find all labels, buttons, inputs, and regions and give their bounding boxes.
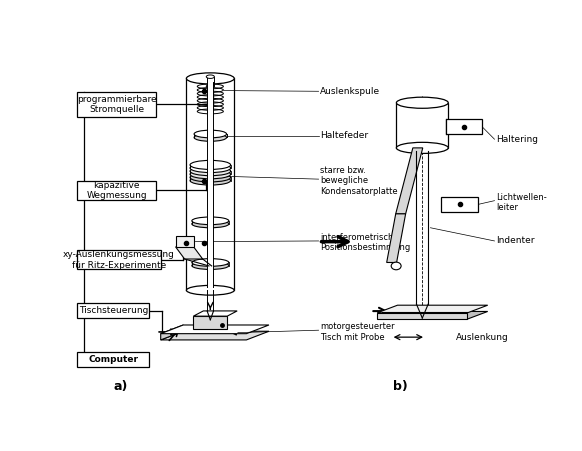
Text: programmierbare
Stromquelle: programmierbare Stromquelle: [77, 95, 157, 114]
Text: b): b): [393, 380, 408, 393]
Ellipse shape: [190, 166, 230, 175]
Polygon shape: [161, 325, 183, 340]
Polygon shape: [377, 312, 488, 319]
Bar: [442, 197, 478, 212]
Ellipse shape: [206, 85, 214, 88]
Bar: [207, 82, 214, 287]
Ellipse shape: [190, 164, 230, 173]
Bar: [77, 92, 156, 117]
Bar: [77, 304, 150, 318]
Text: motorgesteuerter
Tisch mit Probe: motorgesteuerter Tisch mit Probe: [320, 322, 395, 342]
Bar: [446, 120, 482, 134]
Ellipse shape: [190, 176, 230, 185]
Bar: [77, 250, 161, 269]
Polygon shape: [193, 311, 237, 316]
Text: starre bzw.
bewegliche
Kondensatorplatte: starre bzw. bewegliche Kondensatorplatte: [320, 166, 398, 196]
Ellipse shape: [190, 161, 230, 170]
Polygon shape: [386, 214, 406, 262]
Text: Haltefeder: Haltefeder: [320, 131, 368, 140]
Text: xy-Auslenkungsmessung
für Ritz-Experimente: xy-Auslenkungsmessung für Ritz-Experimen…: [63, 250, 175, 270]
Text: kapazitive
Wegmessung: kapazitive Wegmessung: [86, 181, 147, 200]
Polygon shape: [161, 325, 269, 334]
Ellipse shape: [194, 133, 226, 141]
Ellipse shape: [190, 170, 230, 179]
Ellipse shape: [186, 73, 234, 84]
Polygon shape: [193, 316, 227, 329]
Polygon shape: [377, 313, 467, 319]
Ellipse shape: [396, 97, 448, 108]
Ellipse shape: [192, 262, 229, 269]
Polygon shape: [377, 305, 488, 313]
Text: Haltering: Haltering: [496, 135, 538, 144]
Ellipse shape: [396, 143, 448, 153]
Ellipse shape: [206, 75, 214, 78]
Text: Lichtwellen-
leiter: Lichtwellen- leiter: [496, 193, 546, 212]
Polygon shape: [161, 331, 269, 340]
Ellipse shape: [194, 130, 226, 138]
Ellipse shape: [186, 285, 234, 295]
Ellipse shape: [192, 220, 229, 228]
Ellipse shape: [192, 217, 229, 225]
Text: Computer: Computer: [88, 355, 139, 364]
Ellipse shape: [391, 262, 401, 270]
Text: Auslenkung: Auslenkung: [456, 333, 509, 342]
Bar: [77, 352, 150, 367]
Text: interferometrische
Positionsbestimmung: interferometrische Positionsbestimmung: [320, 233, 410, 252]
Text: a): a): [113, 380, 127, 393]
Ellipse shape: [190, 173, 230, 182]
Bar: [176, 236, 194, 247]
Text: Indenter: Indenter: [496, 236, 534, 245]
Text: Tischsteuerung: Tischsteuerung: [79, 306, 148, 315]
Bar: [77, 181, 156, 200]
Ellipse shape: [192, 259, 229, 266]
Bar: [186, 78, 234, 290]
Polygon shape: [176, 247, 203, 259]
Text: Auslenkspule: Auslenkspule: [320, 87, 380, 96]
Polygon shape: [396, 148, 423, 214]
Bar: [396, 103, 448, 148]
